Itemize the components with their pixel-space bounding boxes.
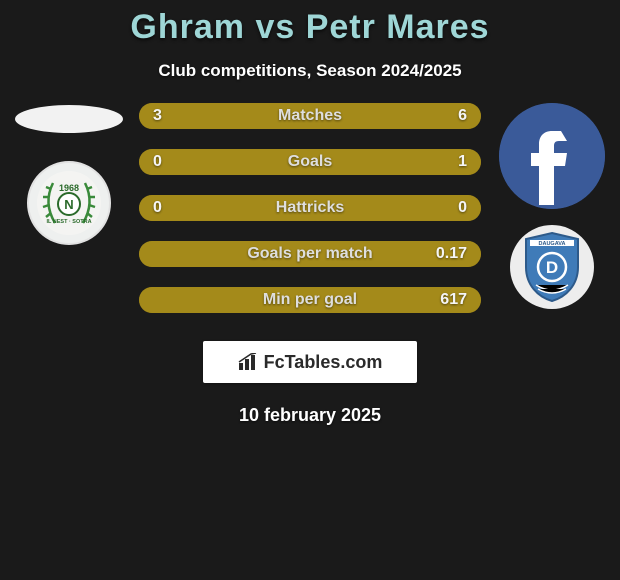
stat-row-matches: 3 Matches 6	[139, 103, 481, 129]
shield-badge-icon: DAUGAVA D	[522, 231, 582, 303]
stats-column: 3 Matches 6 0 Goals 1 0 Hattricks 0	[131, 103, 489, 313]
page-title: Ghram vs Petr Mares	[0, 8, 620, 47]
stat-left-value: 3	[153, 107, 162, 125]
stat-label: Goals	[288, 153, 332, 171]
main-row: 1968 N IL NEST · SOTRA 3 Matches 6 0 Goa	[0, 103, 620, 313]
stat-right-value: 617	[440, 291, 467, 309]
stat-left-value: 0	[153, 153, 162, 171]
stat-right-value: 0.17	[436, 245, 467, 263]
stat-label: Min per goal	[263, 291, 357, 309]
brand-text: FcTables.com	[264, 352, 383, 373]
comparison-card: Ghram vs Petr Mares Club competitions, S…	[0, 0, 620, 426]
club-left-badge: 1968 N IL NEST · SOTRA	[27, 161, 111, 245]
brand-logo[interactable]: FcTables.com	[203, 341, 417, 383]
stat-row-hattricks: 0 Hattricks 0	[139, 195, 481, 221]
subtitle: Club competitions, Season 2024/2025	[0, 61, 620, 81]
bar-chart-icon	[238, 353, 260, 371]
svg-text:IL NEST · SOTRA: IL NEST · SOTRA	[46, 219, 91, 225]
stat-label: Matches	[278, 107, 342, 125]
wreath-badge-icon: 1968 N IL NEST · SOTRA	[35, 169, 103, 237]
svg-text:N: N	[64, 197, 73, 212]
stat-right-value: 0	[458, 199, 467, 217]
player-left-avatar	[15, 105, 123, 133]
stat-label: Hattricks	[276, 199, 344, 217]
svg-text:D: D	[545, 258, 557, 277]
stat-right-value: 6	[458, 107, 467, 125]
player-right-avatar	[499, 103, 605, 209]
stat-label: Goals per match	[247, 245, 372, 263]
stat-right-value: 1	[458, 153, 467, 171]
stat-row-min-per-goal: Min per goal 617	[139, 287, 481, 313]
stat-left-value: 0	[153, 199, 162, 217]
svg-text:DAUGAVA: DAUGAVA	[538, 241, 565, 247]
right-player-col: DAUGAVA D	[489, 103, 614, 313]
svg-text:1968: 1968	[58, 183, 78, 193]
facebook-icon	[499, 103, 605, 209]
club-right-badge: DAUGAVA D	[510, 225, 594, 309]
left-player-col: 1968 N IL NEST · SOTRA	[6, 103, 131, 313]
stat-row-goals-per-match: Goals per match 0.17	[139, 241, 481, 267]
stat-row-goals: 0 Goals 1	[139, 149, 481, 175]
footer-date: 10 february 2025	[0, 405, 620, 426]
